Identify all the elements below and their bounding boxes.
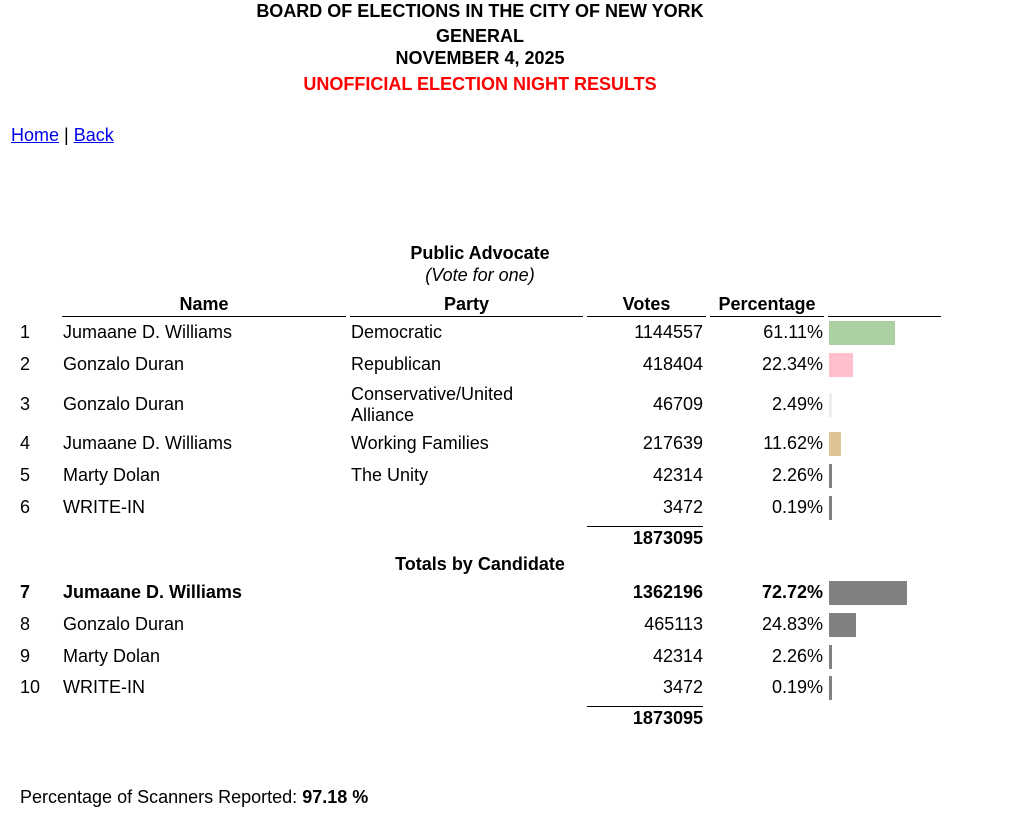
contest-subtitle: (Vote for one) bbox=[425, 265, 535, 285]
contest-title: Public Advocate bbox=[410, 243, 550, 263]
vote-count: 418404 bbox=[642, 354, 703, 374]
column-header-party: Party bbox=[350, 293, 583, 317]
header-date: NOVEMBER 4, 2025 bbox=[395, 48, 565, 68]
scanners-reported-label: Percentage of Scanners Reported: bbox=[20, 787, 298, 807]
row-number: 8 bbox=[20, 614, 31, 634]
totals-by-candidate-title: Totals by Candidate bbox=[395, 554, 565, 574]
column-header-votes: Votes bbox=[587, 293, 706, 317]
scanners-reported-value: 97.18 % bbox=[302, 787, 369, 807]
candidate-name: Marty Dolan bbox=[63, 646, 161, 666]
percentage-bar bbox=[829, 432, 841, 456]
row-number: 4 bbox=[20, 433, 31, 453]
percentage-bar bbox=[829, 613, 856, 637]
percentage-bar bbox=[829, 645, 832, 669]
vote-percentage: 2.26% bbox=[771, 646, 823, 666]
column-header-name: Name bbox=[62, 293, 346, 317]
candidate-name: WRITE-IN bbox=[63, 677, 145, 697]
row-number: 9 bbox=[20, 646, 31, 666]
candidate-name: Gonzalo Duran bbox=[63, 394, 185, 414]
vote-count: 217639 bbox=[642, 433, 703, 453]
percentage-bar bbox=[829, 496, 832, 520]
vote-count: 465113 bbox=[644, 614, 703, 634]
row-number: 6 bbox=[20, 497, 31, 517]
vote-percentage: 24.83% bbox=[761, 614, 823, 634]
percentage-bar bbox=[829, 393, 832, 417]
party-name: Republican bbox=[351, 354, 442, 374]
candidate-name: Gonzalo Duran bbox=[63, 614, 185, 634]
vote-percentage: 0.19% bbox=[771, 497, 823, 517]
candidate-name: Jumaane D. Williams bbox=[63, 322, 233, 342]
vote-percentage: 22.34% bbox=[761, 354, 823, 374]
home-link[interactable]: Home bbox=[11, 125, 60, 145]
vote-percentage: 61.11% bbox=[763, 322, 823, 342]
candidate-name: Marty Dolan bbox=[63, 465, 161, 485]
vote-count: 3472 bbox=[662, 677, 703, 697]
column-header-percentage: Percentage bbox=[710, 293, 824, 317]
candidate-name: WRITE-IN bbox=[63, 497, 145, 517]
header-unofficial-notice: UNOFFICIAL ELECTION NIGHT RESULTS bbox=[303, 74, 657, 94]
vote-percentage: 2.49% bbox=[771, 394, 823, 414]
vote-count: 3472 bbox=[662, 497, 703, 517]
header-election-type: GENERAL bbox=[435, 26, 524, 46]
party-name: Working Families bbox=[351, 433, 489, 453]
party-name: Conservative/United Alliance bbox=[351, 384, 514, 425]
row-number: 1 bbox=[20, 322, 31, 342]
vote-count: 42314 bbox=[652, 646, 703, 666]
totals-divider bbox=[587, 706, 703, 707]
nav-separator: | bbox=[64, 125, 69, 145]
percentage-bar bbox=[829, 464, 832, 488]
percentage-bar bbox=[829, 353, 853, 377]
scanners-reported: Percentage of Scanners Reported: 97.18 % bbox=[20, 787, 368, 808]
row-number: 3 bbox=[20, 394, 31, 414]
row-number: 5 bbox=[20, 465, 31, 485]
percentage-bar bbox=[829, 321, 895, 345]
vote-percentage: 11.62% bbox=[763, 433, 823, 453]
total-votes: 1873095 bbox=[632, 528, 703, 548]
back-link[interactable]: Back bbox=[73, 125, 114, 145]
candidate-name: Gonzalo Duran bbox=[63, 354, 185, 374]
row-number: 2 bbox=[20, 354, 31, 374]
party-name: Democratic bbox=[351, 322, 443, 342]
candidate-name: Jumaane D. Williams bbox=[63, 433, 233, 453]
total-divider bbox=[587, 526, 703, 527]
percentage-bar bbox=[829, 676, 832, 700]
nav-links: Home | Back bbox=[11, 125, 114, 146]
percentage-bar bbox=[829, 581, 907, 605]
totals-total-votes: 1873095 bbox=[632, 708, 703, 728]
row-number: 7 bbox=[20, 582, 31, 602]
vote-percentage: 72.72% bbox=[761, 582, 823, 602]
vote-count: 1362196 bbox=[632, 582, 703, 602]
vote-count: 46709 bbox=[652, 394, 703, 414]
candidate-name: Jumaane D. Williams bbox=[63, 582, 242, 602]
vote-count: 1144557 bbox=[634, 322, 703, 342]
header-title: BOARD OF ELECTIONS IN THE CITY OF NEW YO… bbox=[256, 1, 704, 21]
vote-count: 42314 bbox=[652, 465, 703, 485]
vote-percentage: 0.19% bbox=[771, 677, 823, 697]
vote-percentage: 2.26% bbox=[771, 465, 823, 485]
party-name: The Unity bbox=[351, 465, 429, 485]
row-number: 10 bbox=[20, 677, 41, 697]
column-header-bar bbox=[828, 293, 941, 317]
